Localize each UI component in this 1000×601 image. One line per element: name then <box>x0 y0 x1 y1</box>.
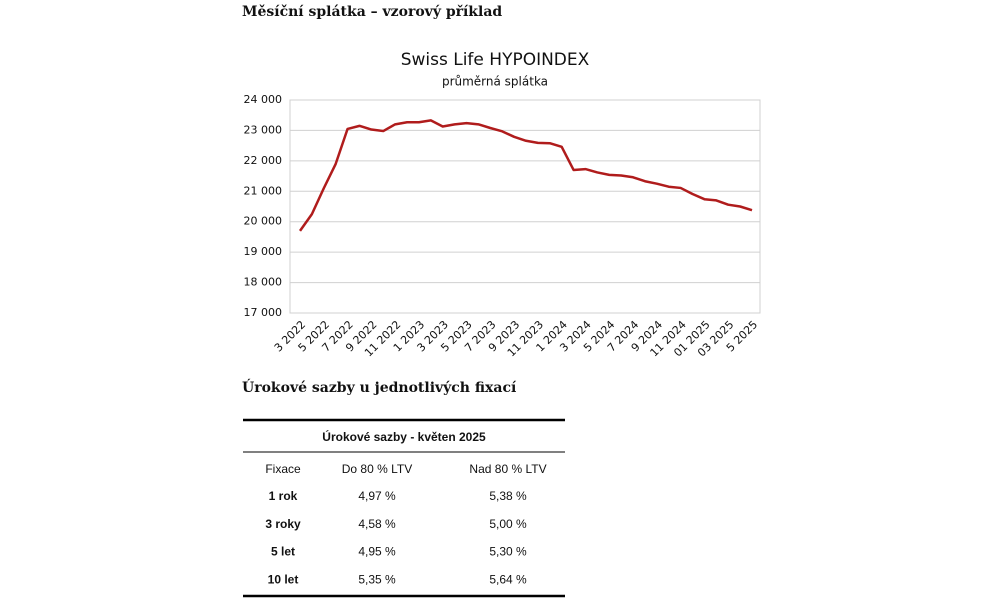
y-tick-label: 17 000 <box>244 306 283 319</box>
table-cell: 5,30 % <box>489 545 527 559</box>
heading: Měsíční splátka – vzorový příklad <box>242 3 502 20</box>
table-header: Fixace <box>265 462 301 476</box>
y-tick-label: 22 000 <box>244 154 283 167</box>
table-cell: 5,35 % <box>358 572 396 586</box>
table-header: Do 80 % LTV <box>342 462 412 476</box>
table-cell: 4,95 % <box>358 545 396 559</box>
table-cell: 10 let <box>268 572 299 586</box>
y-tick-label: 24 000 <box>244 93 283 106</box>
plot-frame <box>289 99 761 314</box>
table-cell: 1 rok <box>269 489 298 503</box>
y-tick-label: 18 000 <box>244 276 283 289</box>
y-tick-label: 21 000 <box>244 184 283 197</box>
y-tick-label: 20 000 <box>244 215 283 228</box>
chart-title: Swiss Life HYPOINDEX <box>401 50 590 70</box>
table-cell: 5,38 % <box>489 489 527 503</box>
chart-subtitle: průměrná splátka <box>442 75 548 89</box>
table-cell: 3 roky <box>265 517 301 531</box>
table-cell: 4,58 % <box>358 517 396 531</box>
table-cell: 4,97 % <box>358 489 396 503</box>
table-header: Nad 80 % LTV <box>469 462 546 476</box>
heading: Úrokové sazby u jednotlivých fixací <box>242 378 517 396</box>
y-tick-label: 19 000 <box>244 245 283 258</box>
table-cell: 5 let <box>271 545 295 559</box>
table-cell: 5,64 % <box>489 572 527 586</box>
line-series <box>298 119 753 232</box>
table-title: Úrokové sazby - květen 2025 <box>322 429 486 444</box>
y-tick-label: 23 000 <box>244 123 283 136</box>
table-cell: 5,00 % <box>489 517 527 531</box>
